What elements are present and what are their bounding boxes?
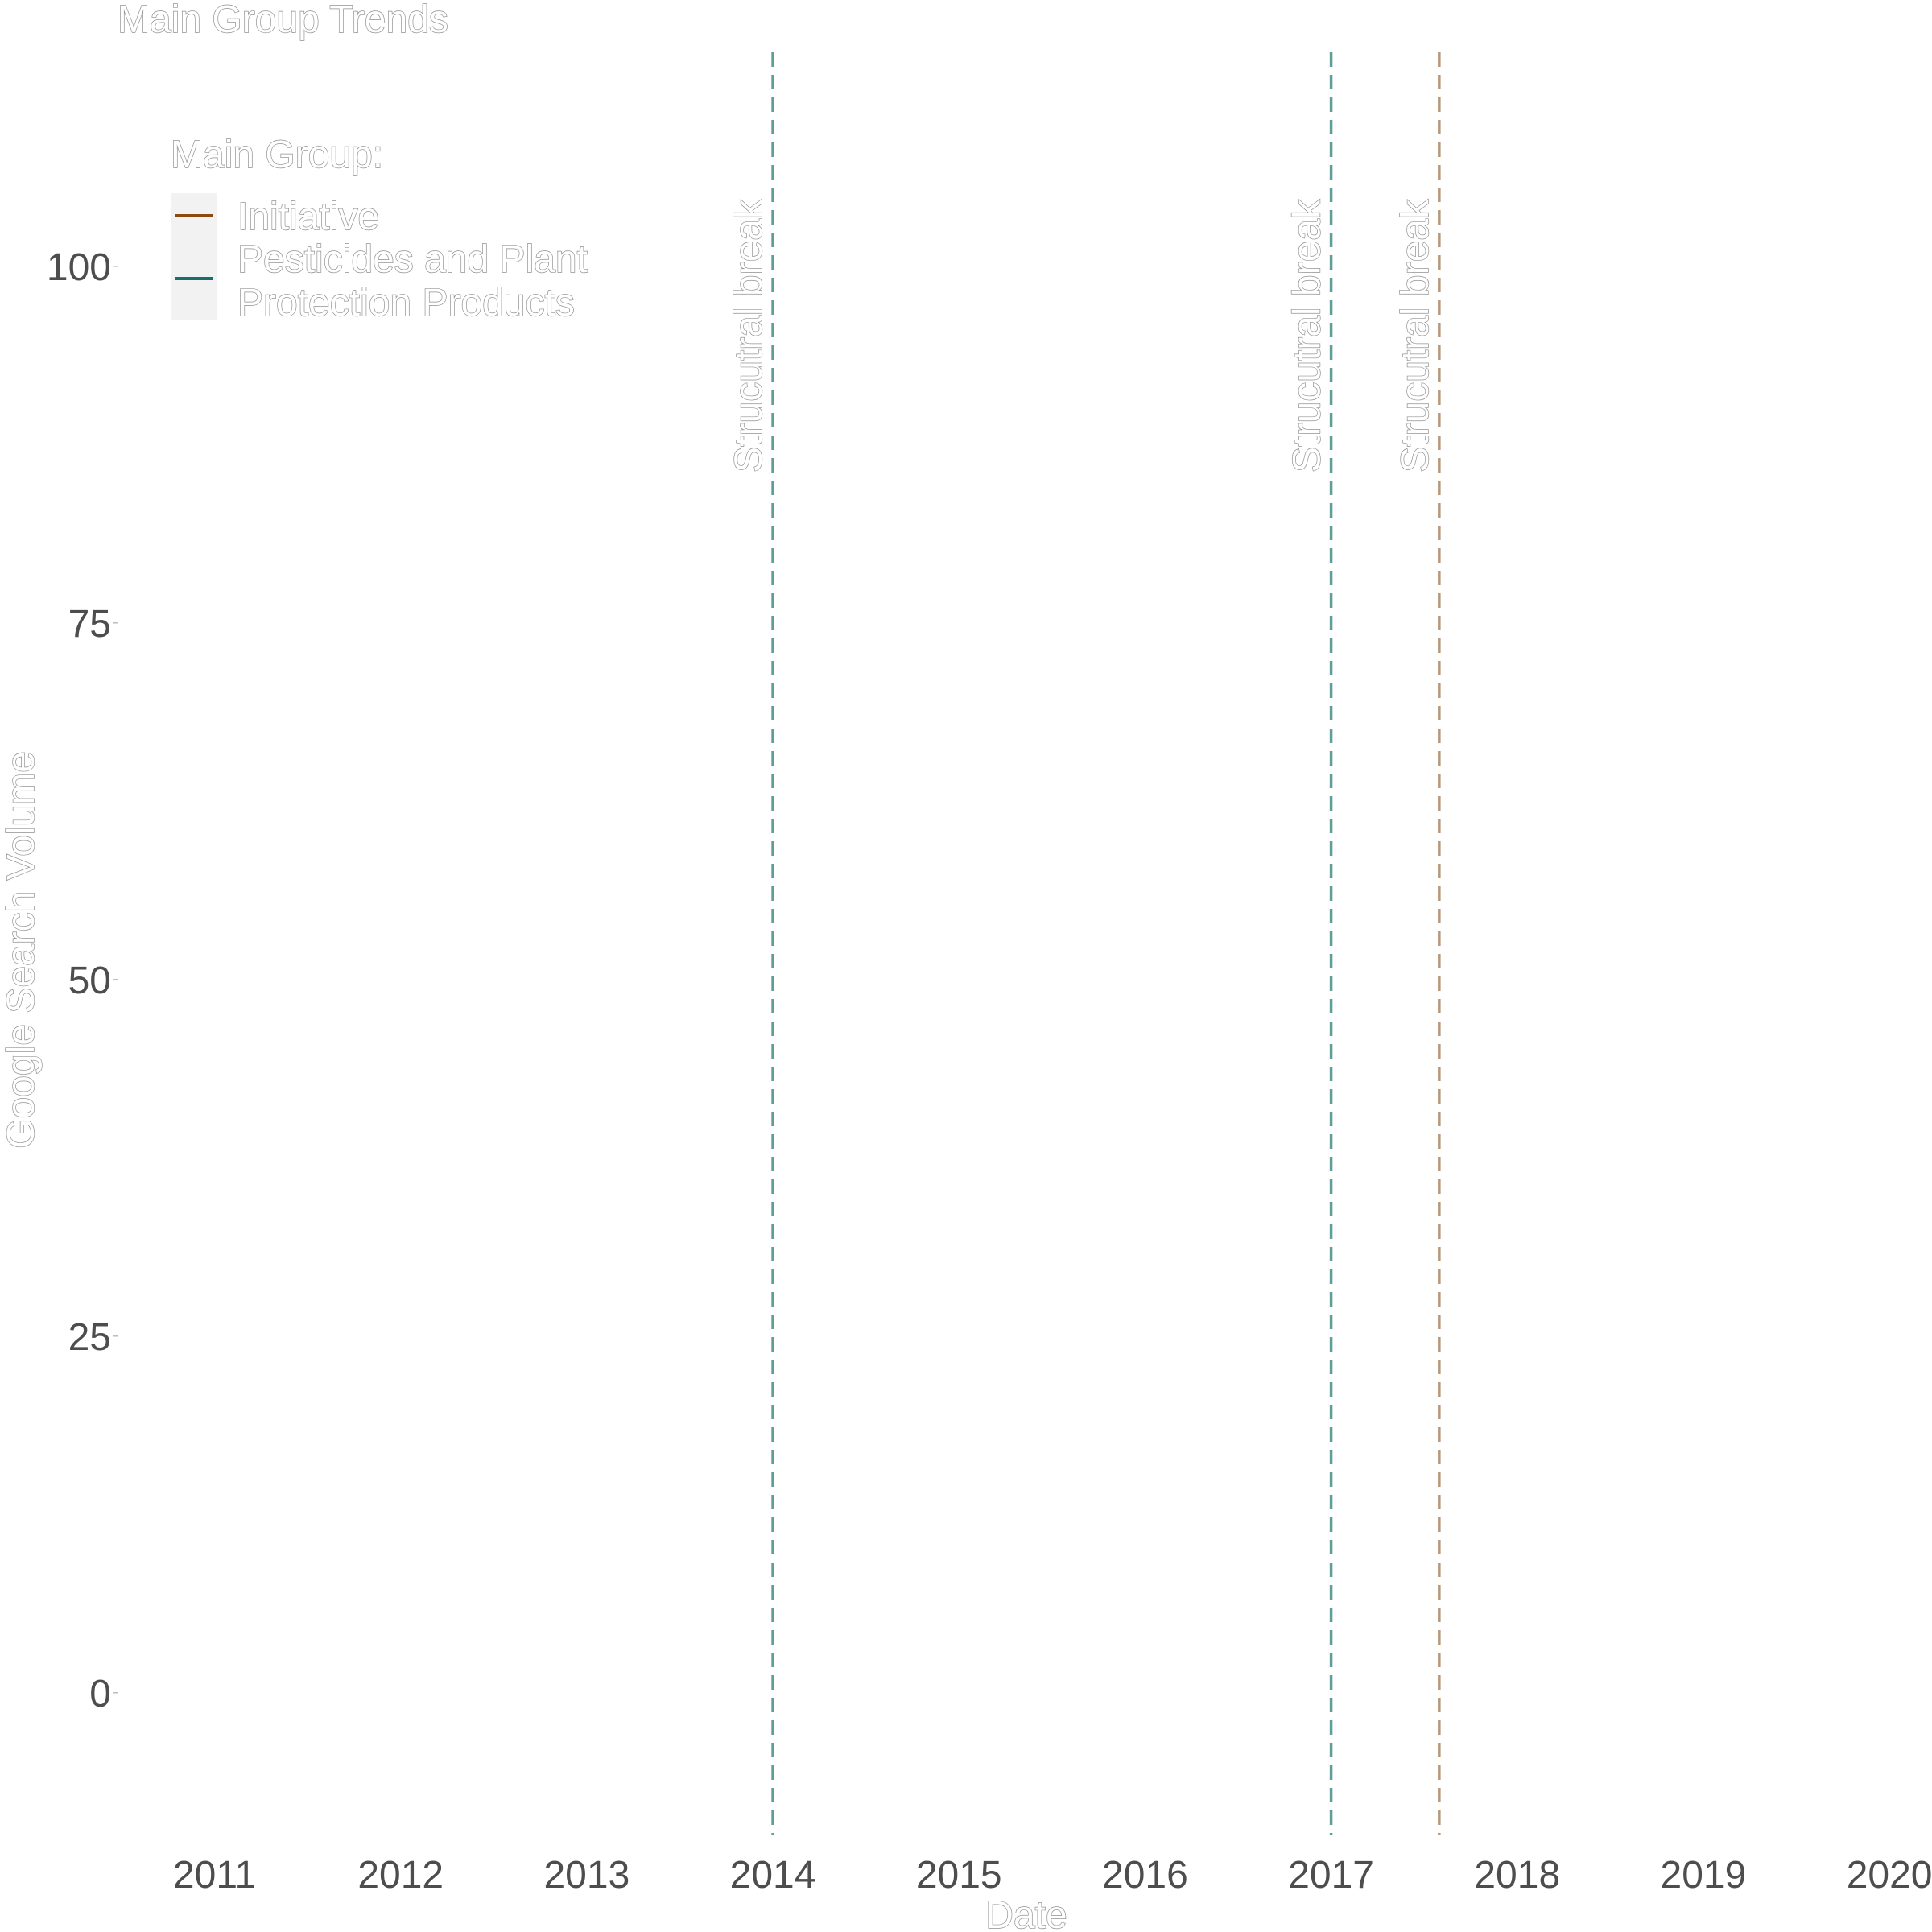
x-tick-label: 2012 (357, 1854, 444, 1897)
x-tick-label: 2018 (1474, 1854, 1560, 1897)
legend-title: Main Group: (171, 134, 383, 176)
y-tick-label: 0 (89, 1673, 111, 1715)
x-tick-label: 2020 (1847, 1854, 1932, 1897)
legend-label-line: Protection Products (237, 282, 575, 324)
x-tick-label: 2017 (1288, 1854, 1374, 1897)
x-tick-label: 2016 (1102, 1854, 1188, 1897)
y-axis: 0 25 50 75 100 (47, 246, 118, 1715)
y-tick-label: 75 (68, 603, 111, 646)
y-tick-label: 100 (47, 246, 111, 289)
structural-break-label: Strucutral break (1286, 199, 1329, 473)
structural-break-label: Strucutral break (1394, 199, 1437, 473)
y-axis-label: Google Search Volume (0, 751, 43, 1149)
legend-label-line: Pesticides and Plant (237, 238, 588, 281)
y-tick-label: 50 (68, 960, 111, 1002)
legend-key-background (171, 193, 217, 320)
x-axis: 2011 2012 2013 2014 2015 2016 2017 2018 2019 2020 (173, 1854, 1932, 1897)
y-tick-label: 25 (68, 1316, 111, 1359)
structural-breaks: Strucutral break Strucutral break Strucutr… (727, 52, 1441, 1835)
structural-break-label: Strucutral break (728, 199, 770, 473)
chart-title: Main Group Trends (118, 0, 448, 41)
x-tick-label: 2019 (1661, 1854, 1747, 1897)
x-tick-label: 2011 (173, 1854, 256, 1897)
x-axis-label: Date (985, 1894, 1067, 1932)
legend-label: Initiative (237, 196, 379, 238)
x-tick-label: 2013 (543, 1854, 630, 1897)
x-tick-label: 2014 (730, 1854, 816, 1897)
x-tick-label: 2015 (916, 1854, 1002, 1897)
